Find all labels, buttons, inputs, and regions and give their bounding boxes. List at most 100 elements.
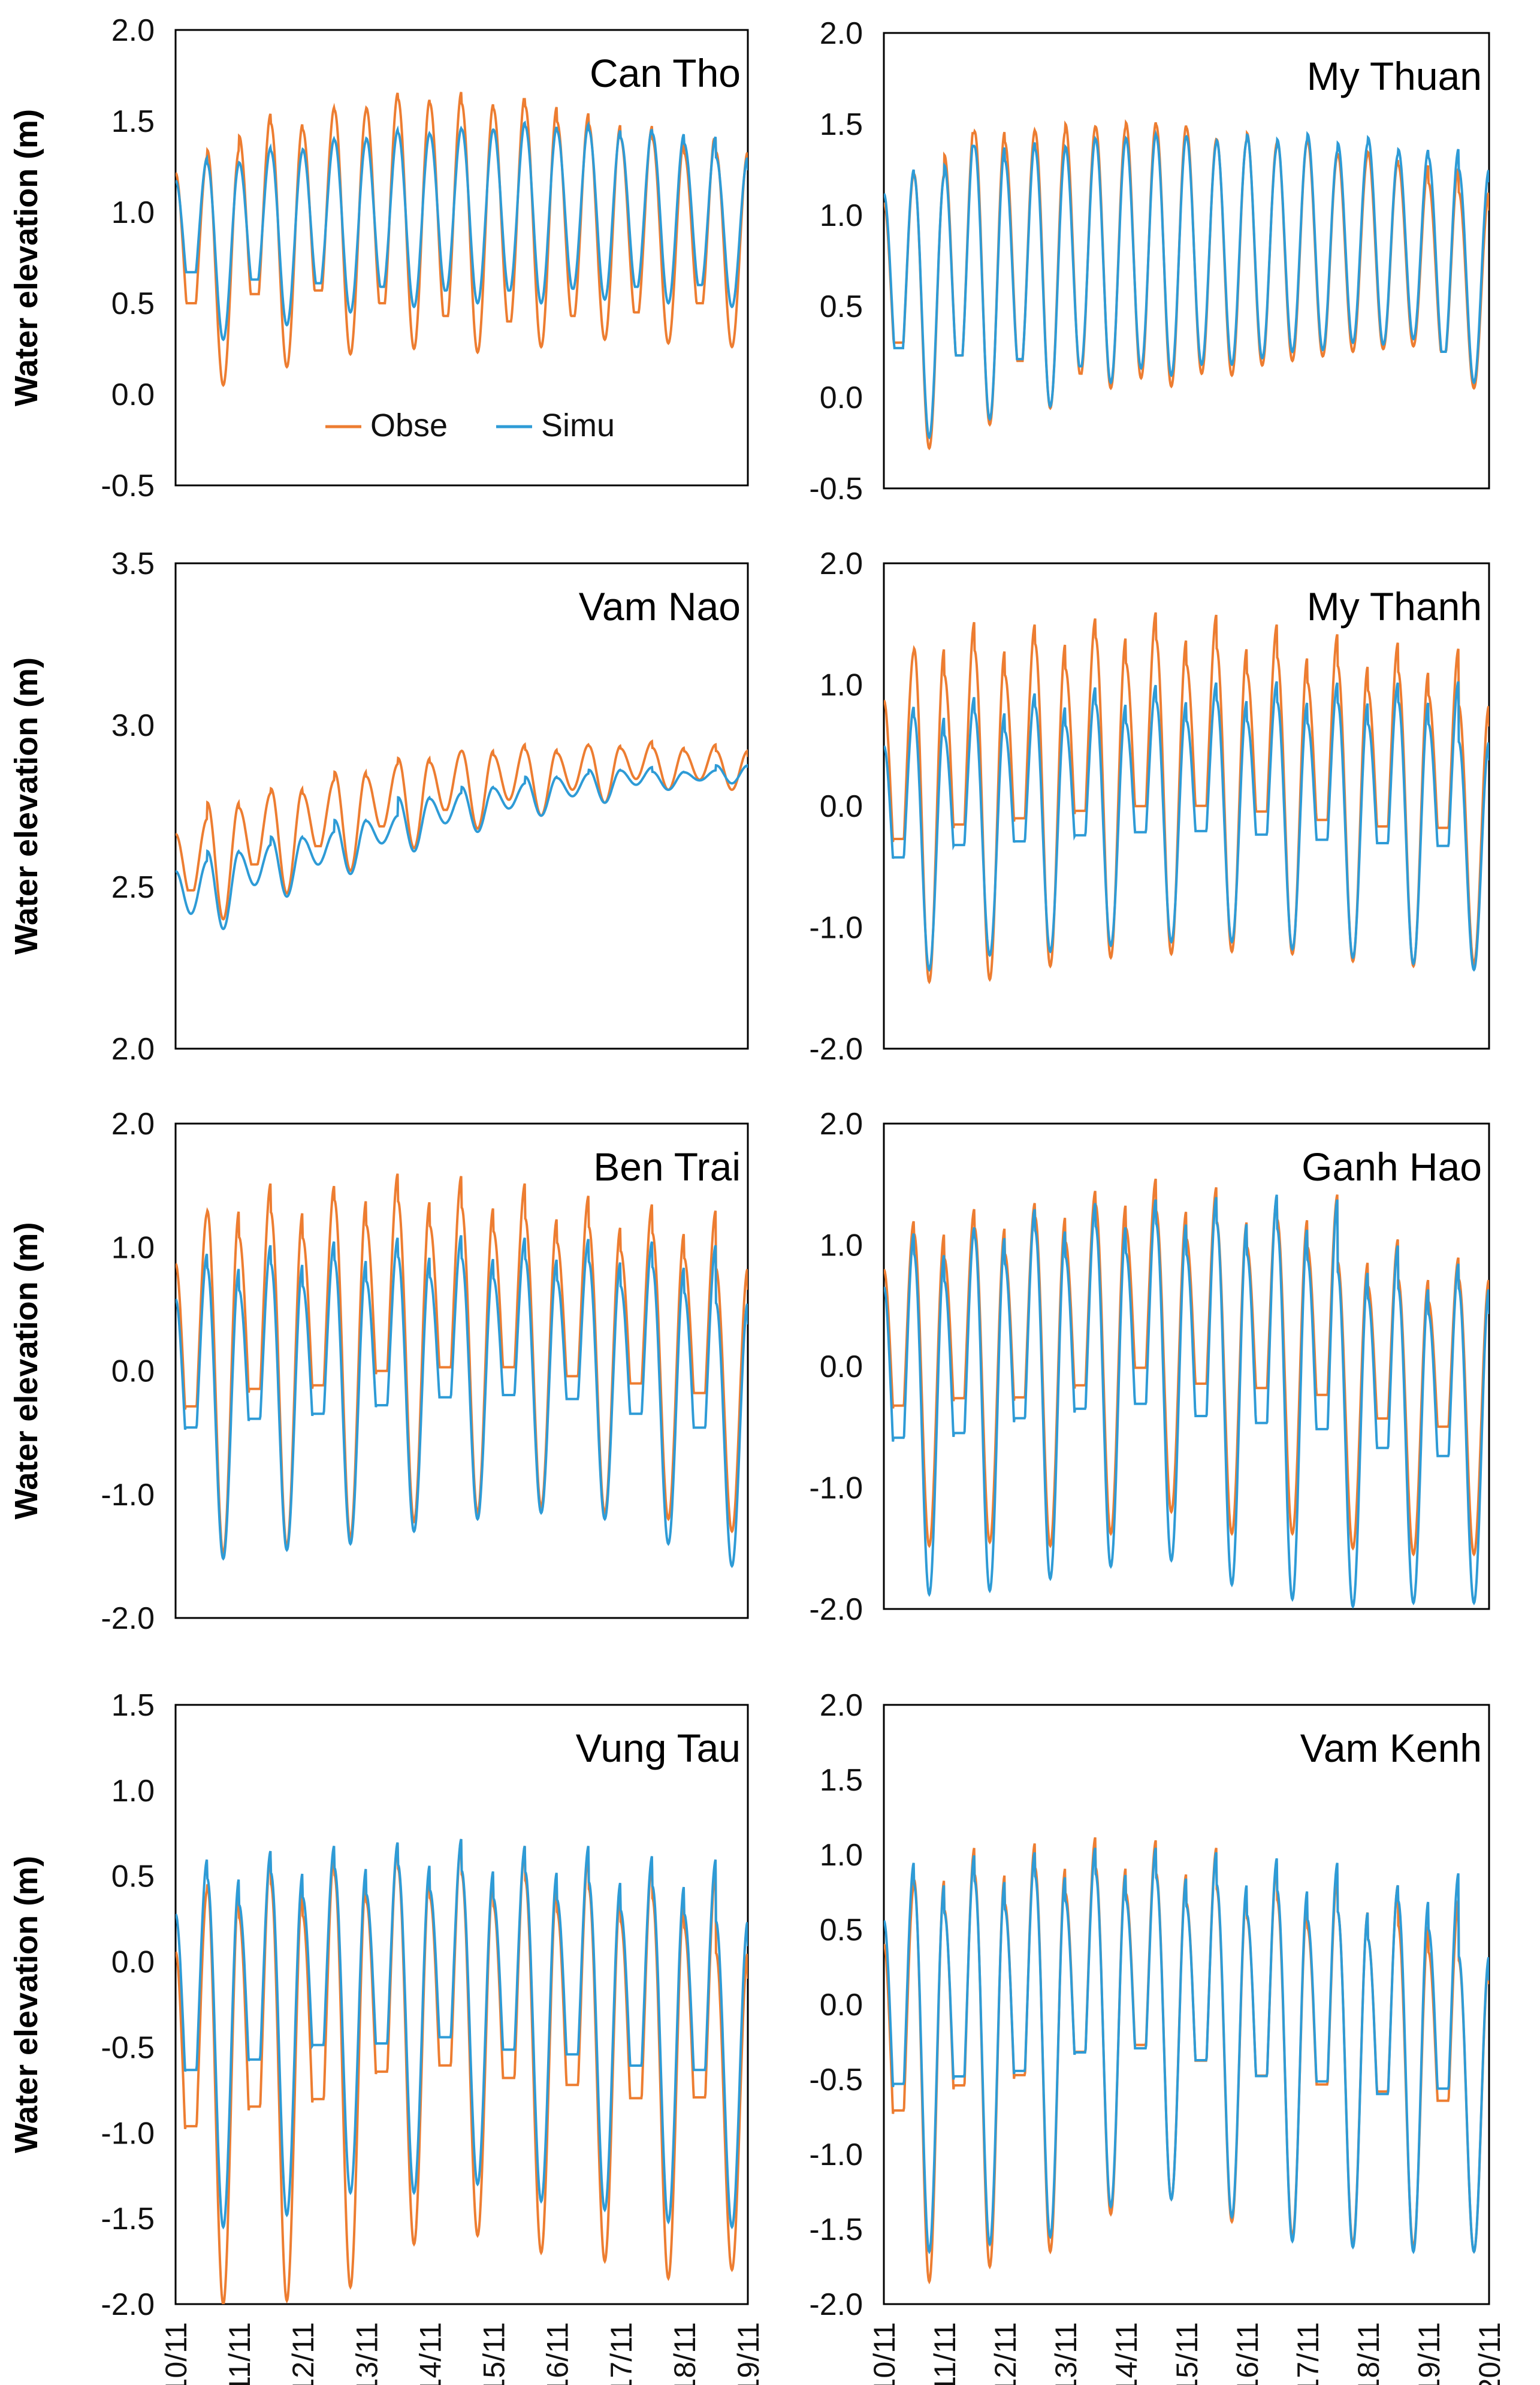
panel-title: Vam Kenh (1300, 1726, 1482, 1770)
x-tick-label: 9/13/11 (1049, 2322, 1083, 2385)
x-tick-label: 9/17/11 (1291, 2322, 1325, 2385)
y-tick-label: 0.0 (820, 1350, 863, 1384)
x-tick-label: 9/16/11 (541, 2322, 575, 2385)
y-tick-label: 0.0 (820, 381, 863, 415)
series-line-simu (884, 1194, 1489, 1609)
y-tick-label: 1.5 (820, 1763, 863, 1798)
y-tick-label: 1.0 (111, 195, 155, 230)
x-tick-label: 9/13/11 (350, 2322, 384, 2385)
panel-title: My Thuan (1307, 54, 1482, 98)
panel-7: 1.5 1.0 0.5 0.0 -0.5 -1.0 -1.5 -2.0 Water elevat… (8, 1688, 749, 2322)
y-tick-label: 0.0 (820, 789, 863, 824)
panel-title: My Thanh (1307, 584, 1482, 629)
x-tick-label: 9/10/11 (868, 2322, 901, 2385)
panel-title: Can Tho (590, 51, 741, 95)
series-line-simu (884, 1847, 1489, 2254)
plot-area (174, 562, 749, 1050)
series-line-simu (176, 120, 748, 342)
series-line-obse (176, 739, 748, 921)
panel-4: 2.0 1.0 0.0 -1.0 -2.0 My Thanh (809, 547, 1490, 1067)
y-tick-label: -0.5 (101, 2030, 155, 2065)
panel-5: 2.0 1.0 0.0 -1.0 -2.0 Water elevation (m) Ben … (8, 1107, 749, 1636)
panel-title: Vung Tau (576, 1726, 741, 1770)
panel-title: Ben Trai (593, 1145, 741, 1189)
y-tick-label: 1.0 (820, 1228, 863, 1263)
y-tick-label: 2.5 (111, 870, 155, 905)
y-tick-label: 2.0 (111, 13, 155, 48)
y-tick-label: -2.0 (101, 2287, 155, 2322)
y-tick-label: -1.0 (809, 1471, 863, 1506)
y-tick-label: -1.0 (101, 2116, 155, 2151)
x-tick-label: 9/16/11 (1231, 2322, 1264, 2385)
panel-6: 2.0 1.0 0.0 -1.0 -2.0 Ganh Hao (809, 1107, 1490, 1627)
y-tick-label: 0.5 (820, 1913, 863, 1948)
y-tick-label: -0.5 (809, 2063, 863, 2097)
series-line-obse (176, 92, 748, 387)
y-tick-label: 1.0 (111, 1230, 155, 1265)
x-tick-label: 9/15/11 (478, 2322, 511, 2385)
y-tick-label: 0.0 (111, 378, 155, 412)
y-tick-label: 2.0 (820, 16, 863, 51)
y-axis-label: Water elevation (m) (8, 1856, 44, 2153)
panel-8: 2.0 1.5 1.0 0.5 0.0 -0.5 -1.0 -1.5 -2.0 Vam Kenh (809, 1688, 1490, 2322)
y-tick-label: 1.0 (111, 1774, 155, 1809)
y-tick-label: 0.5 (111, 286, 155, 321)
y-tick-label: 0.0 (111, 1354, 155, 1389)
x-tick-label: 9/18/11 (1352, 2322, 1385, 2385)
series-line-simu (884, 129, 1489, 440)
y-tick-label: -2.0 (809, 1032, 863, 1067)
panel-title: Vam Nao (579, 584, 741, 629)
x-tick-label: 9/19/11 (1412, 2322, 1446, 2385)
y-tick-label: -1.0 (809, 2138, 863, 2172)
panel-3: 3.5 3.0 2.5 2.0 Water elevation (m) Vam Nao (8, 547, 749, 1067)
y-tick-label: 2.0 (820, 1688, 863, 1723)
y-axis-label: Water elevation (m) (8, 657, 44, 955)
y-tick-label: -1.0 (101, 1478, 155, 1512)
series-line-simu (176, 1838, 748, 2230)
y-tick-label: 0.0 (820, 1988, 863, 2022)
y-tick-label: -1.5 (809, 2212, 863, 2247)
x-tick-label: 9/10/11 (159, 2322, 193, 2385)
y-tick-label: 1.5 (111, 1688, 155, 1723)
y-tick-label: 1.0 (820, 668, 863, 703)
plot-area (883, 32, 1490, 490)
x-tick-label: 9/14/11 (1110, 2322, 1143, 2385)
x-tick-label: 9/14/11 (413, 2322, 447, 2385)
y-tick-label: 1.5 (820, 107, 863, 142)
x-tick-label: 9/12/11 (989, 2322, 1022, 2385)
legend-label-obse: Obse (370, 407, 448, 443)
y-tick-label: 3.0 (111, 708, 155, 743)
x-tick-label: 9/12/11 (286, 2322, 320, 2385)
x-tick-label: 9/11/11 (928, 2322, 962, 2385)
x-tick-label: 9/20/11 (1473, 2322, 1506, 2385)
series-line-simu (176, 1234, 748, 1568)
y-tick-label: 0.5 (820, 289, 863, 324)
x-tick-label: 9/11/11 (223, 2322, 256, 2385)
panel-title: Ganh Hao (1302, 1145, 1482, 1189)
x-tick-label: 9/17/11 (605, 2322, 638, 2385)
y-tick-label: -2.0 (809, 2287, 863, 2322)
y-tick-label: 1.5 (111, 104, 155, 139)
y-tick-label: -0.5 (809, 472, 863, 506)
y-tick-label: -2.0 (809, 1592, 863, 1627)
y-tick-label: 0.0 (111, 1945, 155, 1980)
x-tick-label: 9/19/11 (732, 2322, 765, 2385)
plot-area (883, 1704, 1490, 2305)
y-tick-label: 0.5 (111, 1859, 155, 1894)
y-tick-label: 1.0 (820, 1838, 863, 1873)
y-tick-label: 2.0 (111, 1032, 155, 1067)
y-tick-label: 1.0 (820, 198, 863, 233)
y-tick-label: -1.0 (809, 911, 863, 946)
panel-2: 2.0 1.5 1.0 0.5 0.0 -0.5 My Thuan (809, 16, 1490, 506)
x-axis-labels-right: 9/10/11 9/11/11 9/12/11 9/13/11 9/14/11 9/15/… (868, 2322, 1506, 2385)
x-axis-labels-left: 9/10/11 9/11/11 9/12/11 9/13/11 9/14/11 9/15/… (159, 2322, 765, 2385)
y-tick-label: -2.0 (101, 1601, 155, 1636)
series-line-obse (176, 1173, 748, 1556)
plot-area (883, 1122, 1490, 1610)
y-tick-label: 2.0 (820, 1107, 863, 1142)
x-tick-label: 9/15/11 (1170, 2322, 1204, 2385)
series-line-simu (176, 763, 748, 931)
y-axis-label: Water elevation (m) (8, 1222, 44, 1519)
y-tick-label: 2.0 (820, 547, 863, 581)
